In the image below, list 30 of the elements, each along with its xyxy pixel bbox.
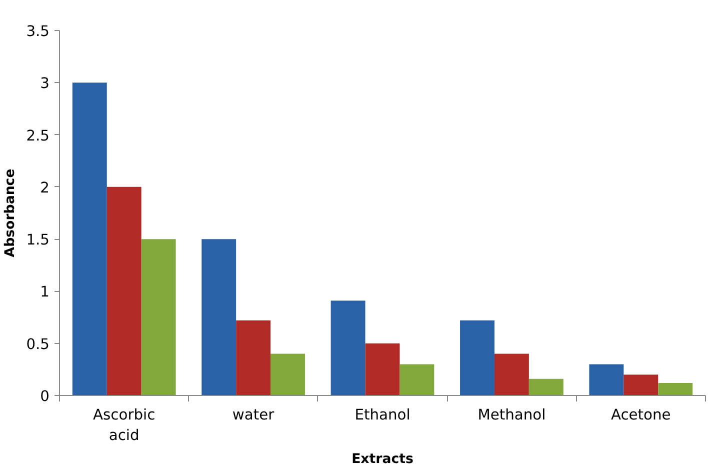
bar [528, 378, 564, 396]
bar [330, 300, 366, 396]
bar [494, 354, 529, 396]
x-tick-label: Methanol [478, 406, 546, 424]
bar [658, 382, 693, 396]
bar [400, 364, 434, 396]
bar [106, 186, 142, 396]
bar [624, 374, 658, 396]
bar [589, 364, 624, 396]
y-tick-label: 1 [40, 284, 50, 301]
y-tick-label: 1.5 [26, 232, 50, 249]
y-tick-label: 3 [40, 75, 50, 92]
x-tick-label: Acetone [610, 406, 671, 424]
bar [270, 354, 305, 396]
x-tick-label: Ethanol [354, 406, 410, 424]
y-tick-label: 2.5 [26, 127, 50, 144]
bar [365, 343, 400, 396]
bar [141, 239, 176, 396]
bar [460, 320, 494, 396]
y-tick-label: 2 [40, 179, 50, 196]
x-tick-label: Ascorbic acid [93, 406, 156, 444]
y-tick-label: 3.5 [26, 23, 50, 40]
y-tick-label: 0 [40, 388, 50, 405]
bar [202, 239, 236, 396]
x-axis-title: Extracts [352, 452, 414, 467]
x-tick-label: water [232, 406, 276, 424]
y-tick-label: 0.5 [26, 336, 50, 353]
bar [72, 82, 107, 396]
bar [236, 320, 271, 396]
y-axis-title: Absorbance [3, 168, 18, 258]
